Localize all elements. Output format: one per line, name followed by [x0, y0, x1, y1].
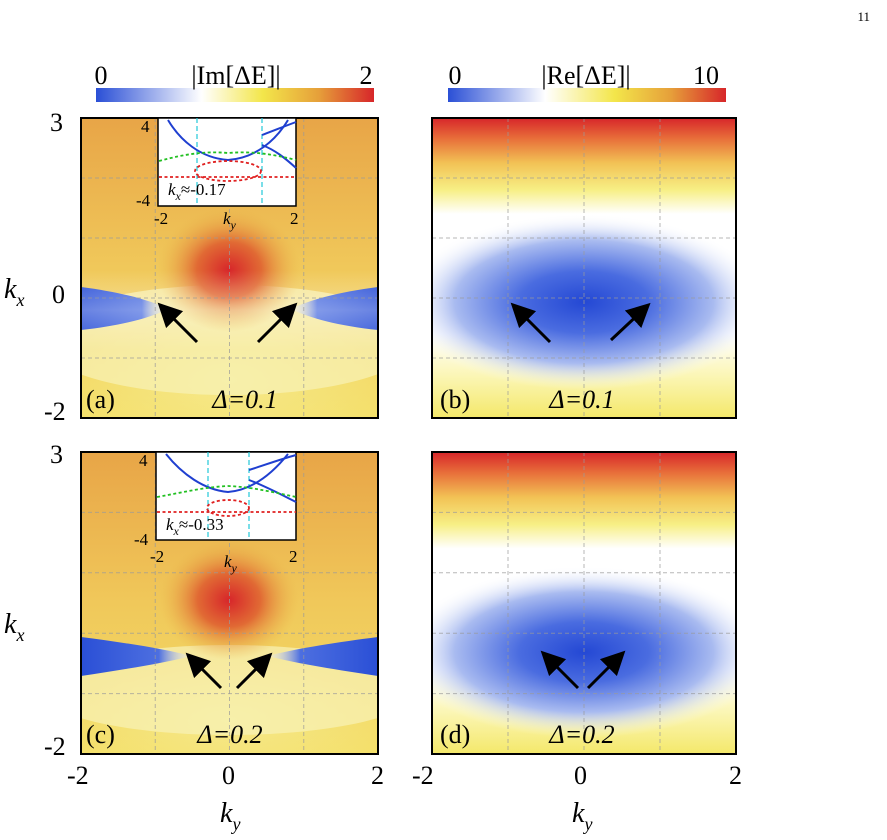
panel-d-frame: [431, 451, 737, 755]
colorbar-right-min: 0: [449, 61, 462, 90]
panel-b-delta: Δ=0.1: [548, 385, 614, 414]
panel-a-inset-blue-2: [261, 121, 297, 136]
panel-a-inset-frame: [157, 117, 297, 207]
panel-a-inset-xtick-right: 2: [290, 209, 299, 228]
panel-b-arrow-right: [609, 302, 651, 342]
colorbar-left-min: 0: [95, 61, 108, 90]
panel-a-inset-blue-3: [261, 144, 297, 169]
panel-b-arrow-left: [510, 302, 552, 344]
panel-a-arrow-right: [256, 302, 298, 344]
panel-c-label: (c): [86, 720, 115, 749]
panel-c-arrow-left: [185, 652, 223, 690]
panel-c-inset-blue-3: [248, 479, 297, 503]
panel-d-arrow-left: [540, 650, 580, 690]
xtick-left-zero: 0: [222, 761, 235, 790]
panel-a-inset-xlabel: ky: [223, 209, 237, 232]
panel-a-arrow-left: [157, 302, 199, 344]
panel-a-inset-blue-1: [167, 119, 289, 162]
xtick-left-pos: 2: [371, 761, 384, 790]
panel-a-inset-xtick-left: -2: [154, 209, 168, 228]
panel-c-inset-red-loop: [206, 499, 250, 517]
panel-c-inset-frame: [155, 451, 297, 541]
xtick-right-pos: 2: [729, 761, 742, 790]
xtick-right-zero: 0: [574, 761, 587, 790]
panel-a-inset-ytick-top: 4: [141, 117, 150, 136]
panel-c-delta: Δ=0.2: [196, 720, 262, 749]
panel-a-inset: 4 -4 -2 2 ky kx≈-0.17: [136, 117, 299, 232]
panel-b-grid: [432, 118, 736, 418]
panel-d: (d) Δ=0.2: [431, 451, 737, 755]
panel-c-inset-xtick-left: -2: [150, 547, 164, 566]
panel-c-inset-ytick-bottom: -4: [134, 530, 149, 549]
panel-a-label: (a): [86, 385, 115, 414]
colorbar-right-title: |Re[ΔE]|: [541, 61, 630, 90]
axes: 3 0 -2 3 -2 kx kx -2 0 2 -2 0 2 ky ky: [4, 108, 742, 834]
xlabel-left: ky: [220, 798, 240, 834]
ytick-a-top: 3: [50, 108, 63, 137]
panel-a-inset-ytick-bottom: -4: [136, 191, 151, 210]
ytick-c-top: 3: [50, 440, 63, 469]
panel-d-grid: [432, 452, 736, 754]
panel-c-inset-green: [156, 485, 297, 498]
panel-c-inset: 4 -4 -2 2 ky kx≈-0.33: [134, 451, 298, 575]
panel-a-inset-green: [158, 151, 297, 162]
ytick-a-bottom: -2: [44, 397, 66, 426]
panel-c-inset-xlabel: ky: [224, 552, 238, 575]
panel-b-label: (b): [440, 385, 470, 414]
ytick-a-zero: 0: [52, 280, 65, 309]
panel-d-delta: Δ=0.2: [548, 720, 614, 749]
colorbar-right-max: 10: [693, 61, 719, 90]
panel-a-delta: Δ=0.1: [211, 385, 277, 414]
panel-d-arrow-right: [586, 650, 626, 690]
panel-c-inset-xtick-right: 2: [289, 547, 298, 566]
panel-c-inset-ytick-top: 4: [139, 451, 148, 470]
xlabel-right: ky: [572, 798, 592, 834]
ytick-c-bottom: -2: [44, 732, 66, 761]
panel-c-arrow-right: [235, 652, 273, 690]
panel-d-label: (d): [440, 720, 470, 749]
panel-a-inset-red-loop: [194, 160, 262, 182]
ylabel-c: kx: [4, 609, 24, 645]
colorbar-left-title: |Im[ΔE]|: [191, 61, 280, 90]
panel-b-frame: [431, 117, 737, 419]
colorbar-left: 0 2 |Im[ΔE]|: [95, 61, 374, 102]
panel-c-inset-blue-2: [248, 454, 297, 471]
colorbar-right: 0 10 |Re[ΔE]|: [448, 61, 726, 102]
colorbar-left-swatch: [96, 88, 374, 102]
panel-a: (a) Δ=0.1 4 -4 -2 2 ky kx≈-0.17: [80, 117, 379, 419]
panel-a-inset-kx: kx≈-0.17: [168, 180, 226, 203]
panel-c-inset-kx: kx≈-0.33: [166, 515, 224, 538]
xtick-right-neg: -2: [412, 761, 434, 790]
panel-b: (b) Δ=0.1: [431, 117, 737, 419]
panel-c: (c) Δ=0.2 4 -4 -2 2 ky kx≈-0.33: [80, 451, 379, 755]
xtick-left-neg: -2: [67, 761, 89, 790]
colorbar-right-swatch: [448, 88, 726, 102]
panel-c-inset-blue-1: [165, 453, 289, 494]
page-number: 11: [857, 9, 870, 24]
ylabel-a: kx: [4, 274, 24, 310]
colorbar-left-max: 2: [360, 61, 373, 90]
